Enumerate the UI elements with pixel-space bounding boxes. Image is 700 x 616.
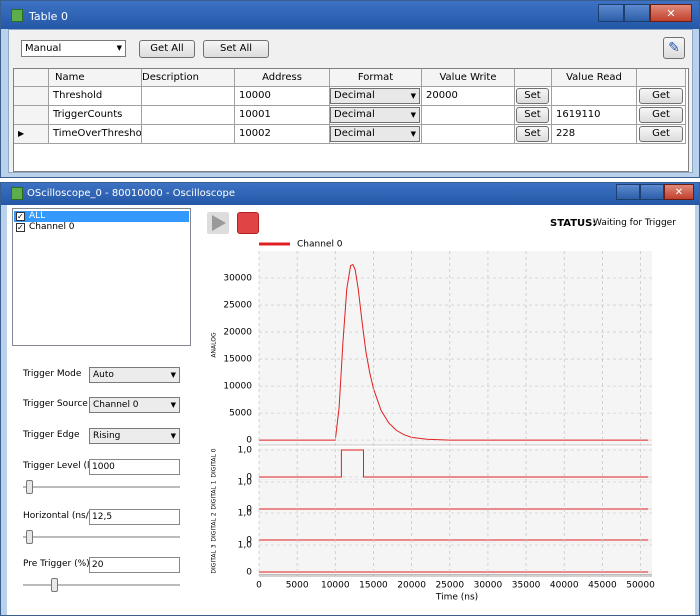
checkbox[interactable]: ✓: [16, 223, 25, 232]
get-button[interactable]: Get: [639, 107, 683, 123]
format-select[interactable]: Decimal: [330, 88, 420, 104]
format-select[interactable]: Decimal: [330, 126, 420, 142]
checkbox[interactable]: ✓: [16, 212, 25, 221]
cell: Set: [515, 87, 552, 106]
data-grid: Name Description Address Format Value Write V…: [13, 68, 689, 172]
control-select[interactable]: Auto: [89, 367, 180, 383]
cell: Decimal: [330, 87, 422, 106]
app-icon: [11, 187, 23, 200]
cell: TriggerCounts: [49, 106, 142, 125]
set-button[interactable]: Set: [516, 126, 549, 142]
get-all-button[interactable]: Get All: [139, 40, 195, 58]
column-header: [515, 69, 552, 87]
column-header: [637, 69, 686, 87]
channel-item[interactable]: ✓ Channel 0: [14, 222, 189, 233]
get-button[interactable]: Get: [639, 88, 683, 104]
channel-list: ✓ ALL ✓ Channel 0: [12, 208, 191, 346]
row-header: [14, 87, 49, 106]
control-label: Trigger Level (lsb): [23, 461, 104, 471]
cell: [552, 87, 637, 106]
minimize-button[interactable]: [616, 184, 640, 200]
cell: Decimal: [330, 106, 422, 125]
app-icon: [11, 9, 23, 22]
cell: 10000: [235, 87, 330, 106]
title-bar: [1, 1, 699, 29]
cell: 1619110: [552, 106, 637, 125]
window-title: Table 0: [29, 10, 68, 23]
window-title: OScilloscope_0 - 80010000 - Oscilloscope: [27, 188, 236, 199]
slider-track: [23, 536, 180, 538]
control-label: Pre Trigger (%): [23, 559, 90, 569]
set-button[interactable]: Set: [516, 88, 549, 104]
cell: [422, 106, 515, 125]
control-input[interactable]: 1000: [89, 459, 180, 475]
channel-item[interactable]: ✓ ALL: [14, 211, 189, 222]
cell: 20000: [422, 87, 515, 106]
minimize-button[interactable]: [598, 4, 624, 22]
column-header: Value Write: [422, 69, 515, 87]
status-label: STATUS:: [550, 218, 597, 229]
cell: 228: [552, 125, 637, 144]
slider-track: [23, 486, 180, 488]
stop-button[interactable]: [237, 212, 259, 234]
close-button[interactable]: ✕: [664, 184, 694, 200]
table-window: Table 0 ✕ Manual Get All Set All ✎ NameD…: [0, 0, 700, 178]
cell: Set: [515, 106, 552, 125]
cell: [142, 125, 235, 144]
control-label: Trigger Source: [23, 399, 88, 409]
column-header: [14, 69, 49, 87]
mode-select[interactable]: Manual: [21, 40, 126, 57]
format-select[interactable]: Decimal: [330, 107, 420, 123]
slider-track: [23, 584, 180, 586]
cell: Decimal: [330, 125, 422, 144]
set-button[interactable]: Set: [516, 107, 549, 123]
close-button[interactable]: ✕: [650, 4, 692, 22]
control-label: Horizontal (ns/div): [23, 511, 106, 521]
edit-button[interactable]: ✎: [663, 37, 685, 59]
play-icon: [212, 215, 226, 231]
row-header: [14, 106, 49, 125]
cell: 10002: [235, 125, 330, 144]
control-label: Trigger Mode: [23, 369, 82, 379]
set-all-button[interactable]: Set All: [203, 40, 269, 58]
cell: [422, 125, 515, 144]
row-header: ▶: [14, 125, 49, 144]
maximize-button[interactable]: [624, 4, 650, 22]
play-button[interactable]: [207, 212, 229, 234]
cell: Get: [637, 125, 686, 144]
title-bar: [1, 183, 699, 205]
channel-label: Channel 0: [29, 222, 75, 232]
slider-thumb[interactable]: [26, 530, 33, 544]
column-header: Name: [49, 69, 142, 87]
control-label: Trigger Edge: [23, 430, 80, 440]
cell: [142, 87, 235, 106]
maximize-button[interactable]: [640, 184, 664, 200]
cell: Threshold: [49, 87, 142, 106]
cell: TimeOverThreshold: [49, 125, 142, 144]
column-header: Format: [330, 69, 422, 87]
control-select[interactable]: Rising: [89, 428, 180, 444]
control-input[interactable]: 20: [89, 557, 180, 573]
control-input[interactable]: 12,5: [89, 509, 180, 525]
status-value: Waiting for Trigger: [593, 218, 676, 228]
channel-label: ALL: [29, 211, 46, 221]
slider-thumb[interactable]: [26, 480, 33, 494]
cell: Get: [637, 106, 686, 125]
get-button[interactable]: Get: [639, 126, 683, 142]
column-header: Value Read: [552, 69, 637, 87]
column-header: Address: [235, 69, 330, 87]
column-header: Description: [142, 69, 235, 87]
control-select[interactable]: Channel 0: [89, 397, 180, 413]
cell: [142, 106, 235, 125]
cell: Get: [637, 87, 686, 106]
slider-thumb[interactable]: [51, 578, 58, 592]
cell: Set: [515, 125, 552, 144]
cell: 10001: [235, 106, 330, 125]
